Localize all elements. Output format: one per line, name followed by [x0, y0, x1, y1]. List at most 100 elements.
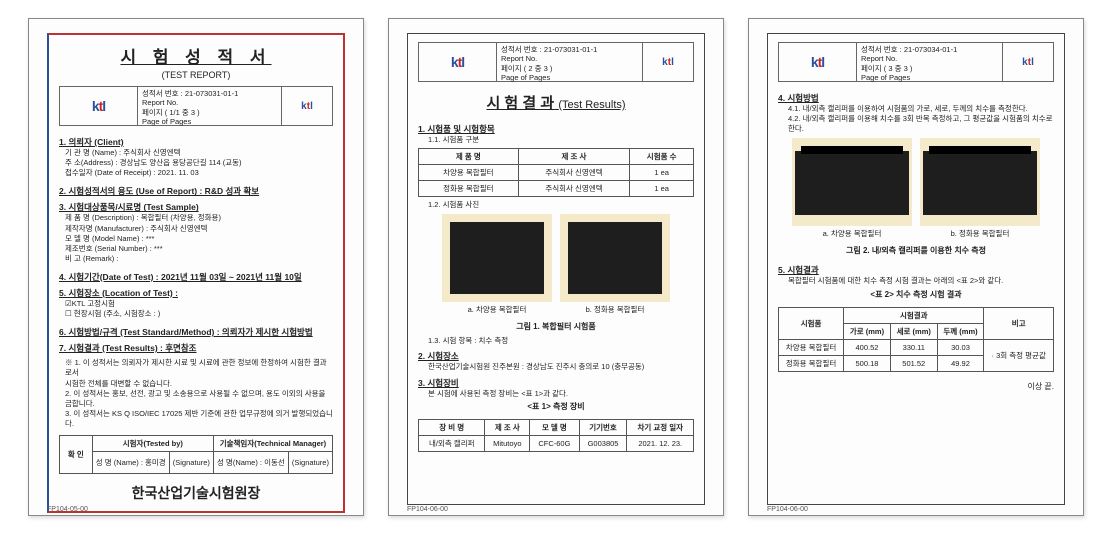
- s4-h: 4. 시험기간(Date of Test) : 2021년 11월 03일 ~ …: [59, 271, 333, 283]
- sig-name2: 성 명(Name) : 이동선: [213, 452, 288, 474]
- t3-hC: 비고: [984, 307, 1054, 339]
- sig-sign2: (Signature): [288, 452, 332, 474]
- s1-h: 1. 의뢰자 (Client): [59, 136, 333, 148]
- t2-c4: 기기번호: [579, 419, 627, 435]
- p2-s1-h: 1. 시험품 및 시험항목: [418, 123, 694, 135]
- measure-photos: a. 차양용 복합필터 b. 정화용 복합필터: [778, 138, 1054, 239]
- s5-l1: ☑KTL 고정시험: [65, 299, 333, 309]
- report-no-en: Report No.: [142, 98, 277, 107]
- p3-s4-h: 4. 시험방법: [778, 92, 1054, 104]
- header-meta: 성적서 번호 : 21-073031-01-1 Report No. 페이지 (…: [138, 87, 282, 125]
- doc-title-en: (TEST REPORT): [59, 70, 333, 80]
- t3-c3: 두께 (mm): [937, 323, 984, 339]
- t1-r1c: 1 ea: [630, 165, 694, 181]
- s3-l5: 비 고 (Remark) :: [65, 254, 333, 264]
- s3-h: 3. 시험대상품목/시료명 (Test Sample): [59, 201, 333, 213]
- t1-c2: 제 조 사: [518, 149, 630, 165]
- signature-table: 확 인 시험자(Tested by) 기술책임자(Technical Manag…: [59, 435, 333, 474]
- results-title: 시 험 결 과 (Test Results): [418, 92, 694, 113]
- t2-c2: 제 조 사: [485, 419, 530, 435]
- page-frame: ktl 성적서 번호 : 21-073031-01-1 Report No. 페…: [407, 33, 705, 505]
- report-no-label: 성적서 번호 :: [501, 45, 542, 54]
- s1-body: 기 관 명 (Name) : 주식회사 신영엔텍 주 소(Address) : …: [65, 148, 333, 178]
- s5-body: ☑KTL 고정시험 ☐ 현장시험 (주소, 시험장소 : ): [65, 299, 333, 319]
- t3-c1: 가로 (mm): [844, 323, 891, 339]
- report-page-2: ktl 성적서 번호 : 21-073031-01-1 Report No. 페…: [388, 18, 724, 516]
- doc-code-2: FP104-06-00: [407, 506, 448, 513]
- t3-r2c: 501.52: [890, 355, 937, 371]
- t2-r1: 내/외측 캘리퍼: [419, 435, 485, 451]
- header-box: ktl 성적서 번호 : 21-073034-01-1 Report No. 페…: [778, 42, 1054, 82]
- p2-s1-1: 1.1. 시험품 구분: [428, 135, 694, 145]
- s1-l3: 접수일자 (Date of Receipt) : 2021. 11. 03: [65, 168, 333, 178]
- doc-title-ko: 시 험 성 적 서: [59, 43, 333, 68]
- t3-r1c: 330.11: [890, 339, 937, 355]
- report-no-en: Report No.: [501, 54, 638, 63]
- s5-h: 5. 시험장소 (Location of Test) :: [59, 287, 333, 299]
- header-meta: 성적서 번호 : 21-073034-01-1 Report No. 페이지 (…: [857, 43, 1003, 81]
- page-label: 페이지 ( 1/1 중 3 ): [142, 108, 277, 117]
- t2-cap: <표 1> 측정 장비: [418, 401, 694, 412]
- p2-s2-h: 2. 시험장소: [418, 350, 694, 362]
- t2-r3: CFC-60G: [530, 435, 579, 451]
- note3: 2. 이 성적서는 홍보, 선전, 광고 및 소송용으로 사용될 수 없으며, …: [65, 389, 333, 399]
- s3-l3: 모 델 명 (Model Name) : ***: [65, 234, 333, 244]
- page-frame: ktl 성적서 번호 : 21-073034-01-1 Report No. 페…: [767, 33, 1065, 505]
- photo3-b: [920, 138, 1040, 226]
- t1-r2c: 1 ea: [630, 181, 694, 197]
- p2-s3-h: 3. 시험장비: [418, 377, 694, 389]
- ktl-seal: ktl: [282, 87, 332, 125]
- s1-l2: 주 소(Address) : 경상남도 양산읍 용당공단길 114 (교동): [65, 158, 333, 168]
- report-no: 21-073031-01-1: [544, 45, 597, 54]
- fig2-cap: 그림 2. 내/외측 캘리퍼를 이용한 치수 측정: [778, 245, 1054, 256]
- doc-code-3: FP104-06-00: [767, 506, 808, 513]
- ktl-logo: ktl: [419, 43, 497, 81]
- report-no: 21-073034-01-1: [904, 45, 957, 54]
- t2-r5: 2021. 12. 23.: [627, 435, 694, 451]
- photo3-a: [792, 138, 912, 226]
- t3-r2b: 500.18: [844, 355, 891, 371]
- report-no-en: Report No.: [861, 54, 998, 63]
- s5-l2: ☐ 현장시험 (주소, 시험장소 : ): [65, 309, 333, 319]
- report-no-label: 성적서 번호 :: [861, 45, 902, 54]
- header-meta: 성적서 번호 : 21-073031-01-1 Report No. 페이지 (…: [497, 43, 643, 81]
- p2-s2-l: 한국산업기술시험원 진주본원 : 경상남도 진주시 충의로 10 (충무공동): [428, 362, 694, 372]
- equipment-table: 장 비 명 제 조 사 모 델 명 기기번호 차기 교정 일자 내/외측 캘리퍼…: [418, 419, 694, 452]
- doc-code-1: FP104-05-00: [47, 506, 88, 513]
- t1-c3: 시험품 수: [630, 149, 694, 165]
- t3-hB: 시험결과: [844, 307, 984, 323]
- s3-l4: 제조번호 (Serial Number) : ***: [65, 244, 333, 254]
- t3-r1d: 30.03: [937, 339, 984, 355]
- note4: 금합니다.: [65, 399, 333, 409]
- ktl-logo: ktl: [60, 87, 138, 125]
- sig-h1: 시험자(Tested by): [92, 436, 213, 452]
- report-no-label: 성적서 번호 :: [142, 89, 183, 98]
- photo3-a-lbl: a. 차양용 복합필터: [792, 228, 912, 239]
- s2-h: 2. 시험성적서의 용도 (Use of Report) : R&D 성과 확보: [59, 185, 333, 197]
- ktl-seal: ktl: [1003, 43, 1053, 81]
- t2-r2: Mitutoyo: [485, 435, 530, 451]
- p3-s4-l2: 4.2. 내/외측 캘리퍼를 이용해 치수를 3회 반복 측정하고, 그 평균값…: [788, 114, 1054, 134]
- p3-s4-l1: 4.1. 내/외측 캘리퍼를 이용하여 시험품의 가로, 세로, 두께의 치수를…: [788, 104, 1054, 114]
- ktl-seal: ktl: [643, 43, 693, 81]
- p2-s1-2: 1.2. 시험품 사진: [428, 200, 694, 210]
- t1-r1a: 차양용 복합필터: [419, 165, 519, 181]
- issuer-name: 한국산업기술시험원장: [59, 477, 333, 503]
- result-table: 시험품 시험결과 비고 가로 (mm) 세로 (mm) 두께 (mm) 차양용 …: [778, 307, 1054, 372]
- report-no: 21-073031-01-1: [185, 89, 238, 98]
- t3-hA: 시험품: [779, 307, 844, 339]
- s1-l1: 기 관 명 (Name) : 주식회사 신영엔텍: [65, 148, 333, 158]
- t3-c2: 세로 (mm): [890, 323, 937, 339]
- s3-body: 제 품 명 (Description) : 복합필터 (차양용, 정화용) 제작…: [65, 213, 333, 264]
- t2-c5: 차기 교정 일자: [627, 419, 694, 435]
- t3-note: · 3회 측정 평균값: [984, 339, 1054, 371]
- header-box: ktl 성적서 번호 : 21-073031-01-1 Report No. 페…: [59, 86, 333, 126]
- sig-sign1: (Signature): [169, 452, 213, 474]
- s7-h: 7. 시험결과 (Test Results) : 후면참조: [59, 342, 333, 354]
- photo-a: [442, 214, 552, 302]
- sig-name1: 성 명 (Name) : 홍미경: [92, 452, 169, 474]
- t1-r2a: 정화용 복합필터: [419, 181, 519, 197]
- t3-cap: <표 2> 치수 측정 시험 결과: [778, 289, 1054, 300]
- report-page-3: ktl 성적서 번호 : 21-073034-01-1 Report No. 페…: [748, 18, 1084, 516]
- t2-c1: 장 비 명: [419, 419, 485, 435]
